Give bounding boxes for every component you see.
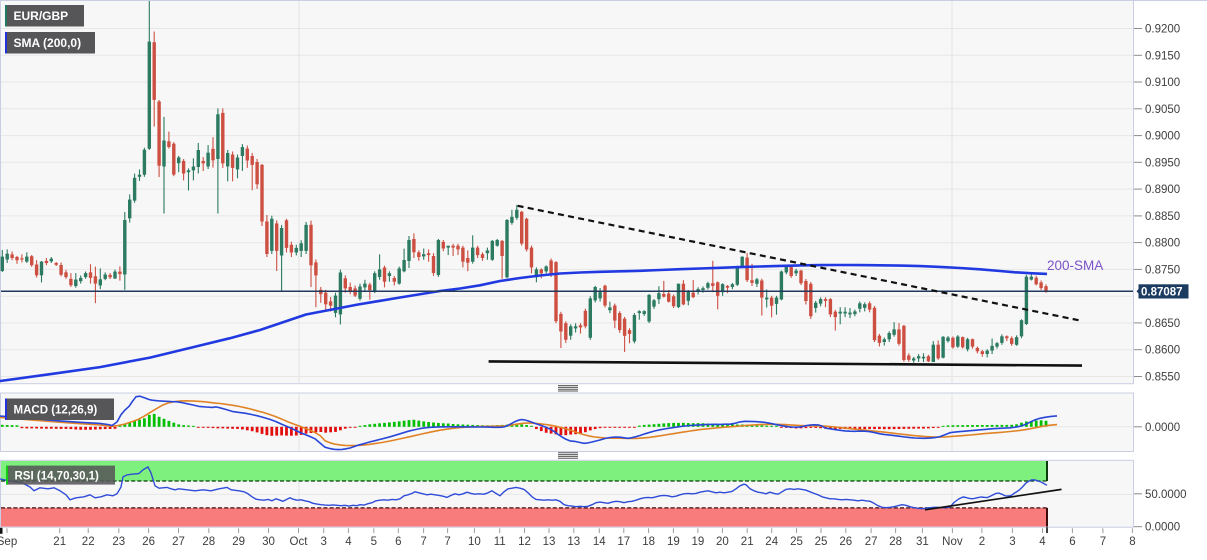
svg-text:25: 25 — [790, 536, 803, 548]
svg-text:20: 20 — [716, 536, 729, 548]
svg-text:0.9000: 0.9000 — [1145, 131, 1180, 143]
svg-text:RSI (14,70,30,1): RSI (14,70,30,1) — [15, 470, 100, 482]
svg-text:0.8750: 0.8750 — [1145, 264, 1180, 276]
svg-text:50.0000: 50.0000 — [1145, 489, 1187, 501]
svg-text:0.9200: 0.9200 — [1145, 24, 1180, 36]
svg-text:8: 8 — [1129, 536, 1135, 548]
svg-text:EUR/GBP: EUR/GBP — [14, 9, 69, 23]
svg-text:28: 28 — [202, 536, 215, 548]
svg-text:5: 5 — [371, 536, 377, 548]
svg-text:3: 3 — [320, 536, 326, 548]
svg-text:10: 10 — [468, 536, 481, 548]
svg-text:29: 29 — [232, 536, 245, 548]
svg-text:0.8850: 0.8850 — [1145, 211, 1180, 223]
svg-text:24: 24 — [765, 536, 778, 548]
svg-text:Sep: Sep — [0, 536, 17, 548]
svg-text:4: 4 — [1039, 536, 1046, 548]
svg-text:27: 27 — [172, 536, 185, 548]
svg-text:19: 19 — [667, 536, 680, 548]
svg-text:28: 28 — [889, 536, 902, 548]
svg-text:0.0000: 0.0000 — [1145, 422, 1180, 434]
svg-text:25: 25 — [815, 536, 828, 548]
svg-text:23: 23 — [112, 536, 125, 548]
svg-text:13: 13 — [567, 536, 580, 548]
svg-text:2: 2 — [979, 536, 985, 548]
svg-text:Nov: Nov — [942, 536, 963, 548]
svg-text:0.9150: 0.9150 — [1145, 50, 1180, 62]
svg-text:7: 7 — [444, 536, 450, 548]
svg-text:0.9100: 0.9100 — [1145, 77, 1180, 89]
svg-text:0.8550: 0.8550 — [1145, 372, 1180, 384]
svg-text:14: 14 — [593, 536, 606, 548]
svg-text:26: 26 — [142, 536, 155, 548]
svg-text:0.8800: 0.8800 — [1145, 238, 1180, 250]
svg-text:SMA (200,0): SMA (200,0) — [14, 36, 82, 50]
svg-text:Oct: Oct — [290, 536, 309, 548]
svg-text:19: 19 — [692, 536, 705, 548]
svg-text:27: 27 — [865, 536, 878, 548]
svg-text:13: 13 — [543, 536, 556, 548]
svg-text:0.8600: 0.8600 — [1145, 345, 1180, 357]
svg-text:0.0000: 0.0000 — [1145, 522, 1180, 534]
svg-text:7: 7 — [420, 536, 426, 548]
svg-text:3: 3 — [1009, 536, 1015, 548]
svg-text:0.9050: 0.9050 — [1145, 104, 1180, 116]
svg-text:7: 7 — [1100, 536, 1106, 548]
svg-text:12: 12 — [518, 536, 531, 548]
svg-text:11: 11 — [494, 536, 506, 548]
svg-text:0.87087: 0.87087 — [1141, 286, 1183, 298]
svg-text:200-SMA: 200-SMA — [1047, 258, 1103, 273]
svg-text:6: 6 — [1069, 536, 1075, 548]
svg-text:18: 18 — [642, 536, 655, 548]
svg-text:4: 4 — [345, 536, 352, 548]
svg-text:30: 30 — [262, 536, 275, 548]
svg-text:MACD (12,26,9): MACD (12,26,9) — [14, 404, 98, 416]
svg-text:17: 17 — [617, 536, 630, 548]
svg-text:6: 6 — [395, 536, 401, 548]
svg-text:0.8650: 0.8650 — [1145, 318, 1180, 330]
svg-text:0.8950: 0.8950 — [1145, 157, 1180, 169]
svg-text:31: 31 — [916, 536, 929, 548]
svg-text:0.8900: 0.8900 — [1145, 184, 1180, 196]
svg-text:21: 21 — [741, 536, 754, 548]
svg-text:22: 22 — [82, 536, 95, 548]
svg-text:21: 21 — [53, 536, 66, 548]
svg-text:26: 26 — [839, 536, 852, 548]
